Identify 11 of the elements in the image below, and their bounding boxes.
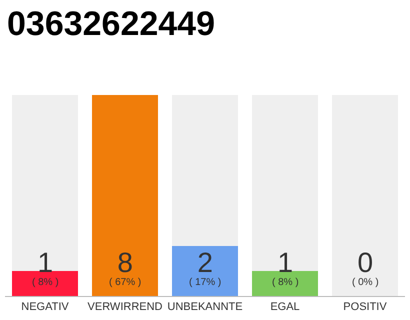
data-label: 8 ( 67% ) <box>109 247 142 288</box>
x-tick-label: NEGATIV <box>21 301 70 314</box>
x-tick-label: EGAL <box>270 301 300 314</box>
chart-title: 03632622449 <box>7 5 216 43</box>
x-tick-label: UNBEKANNTE <box>167 301 243 314</box>
data-label: 2 ( 17% ) <box>189 247 222 288</box>
data-label: 1 ( 8% ) <box>272 247 299 288</box>
x-tick-label: POSITIV <box>343 301 388 314</box>
data-label: 1 ( 8% ) <box>32 247 59 288</box>
annotation: 0 ( 0% ) <box>352 247 379 288</box>
x-tick-label: VERWIRREND <box>88 301 163 314</box>
